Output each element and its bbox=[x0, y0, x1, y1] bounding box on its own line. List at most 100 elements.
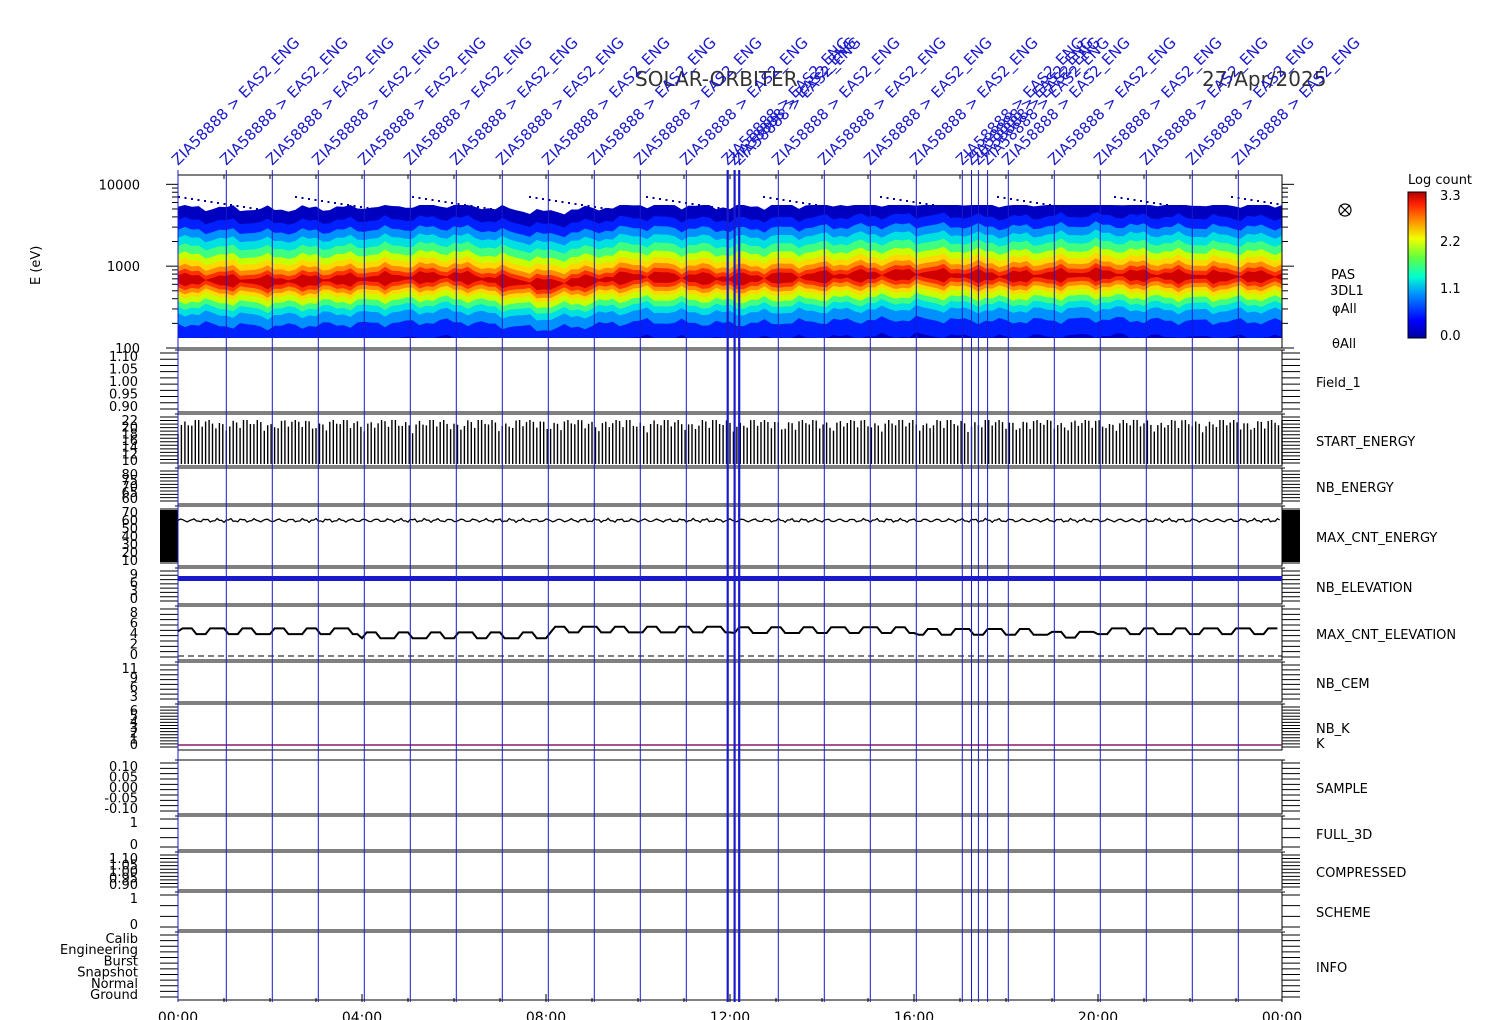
spectrogram-pixel bbox=[633, 212, 635, 214]
spectrogram-pixel bbox=[860, 211, 863, 213]
spectrogram-pixel bbox=[509, 211, 512, 213]
product-label: 3DL1 bbox=[1330, 284, 1364, 299]
colorbar-scale bbox=[1407, 191, 1427, 339]
spectrogram-pixel bbox=[477, 206, 479, 208]
spectrogram-pixel bbox=[1107, 213, 1110, 215]
y-tick-label: 2 bbox=[130, 638, 138, 653]
spectrogram-pixel bbox=[678, 201, 681, 203]
panel-label: Field_1 bbox=[1316, 376, 1361, 391]
spectrogram-pixel bbox=[243, 206, 245, 208]
spectrogram-pixel bbox=[964, 209, 967, 211]
spectrogram-pixel bbox=[1114, 196, 1116, 198]
y-tick-label: Calib bbox=[105, 932, 138, 947]
spectrogram-pixel bbox=[938, 205, 941, 207]
y-tick-label: -0.05 bbox=[104, 792, 138, 807]
spectrogram-pixel bbox=[919, 202, 921, 204]
spectrogram-pixel bbox=[717, 207, 720, 209]
spectrogram-pixel bbox=[1250, 199, 1253, 201]
y-tick-label: 20 bbox=[121, 546, 138, 561]
spectrogram-pixel bbox=[373, 208, 375, 210]
spectrogram-pixel bbox=[1153, 202, 1155, 204]
panel-label: SAMPLE bbox=[1316, 782, 1368, 797]
spectrogram-pixel bbox=[444, 201, 447, 203]
spectrogram-pixel bbox=[899, 199, 902, 201]
panel-full-3d: 1 0 FULL_3D bbox=[130, 815, 1372, 853]
panel-info: CalibEngineeringBurstSnapshotNormalGroun… bbox=[60, 931, 1347, 1003]
spectrogram-pixel bbox=[327, 201, 330, 203]
y-tick-label: 3 bbox=[130, 584, 138, 599]
spectrogram-band bbox=[178, 267, 1282, 291]
x-tick-label: 20:00 bbox=[1078, 1010, 1118, 1020]
spectrogram-pixel bbox=[1276, 203, 1279, 205]
spectrogram-pixel bbox=[256, 208, 258, 210]
panel-frame bbox=[177, 661, 1283, 703]
y-tick-label: 6 bbox=[130, 617, 138, 632]
spectrogram-pixel bbox=[561, 201, 564, 203]
colorbar-tick: 1.1 bbox=[1440, 282, 1461, 297]
colorbar-tick: 0.0 bbox=[1440, 329, 1461, 344]
spectrogram-pixel bbox=[958, 208, 960, 210]
y-tick-label: 11 bbox=[121, 662, 138, 677]
spectrogram-pixel bbox=[1055, 205, 1058, 207]
spectrogram-pixel bbox=[275, 211, 278, 213]
spectrogram-pixel bbox=[1270, 202, 1272, 204]
spectrogram-pixel bbox=[555, 200, 557, 202]
plot-title: SOLAR-ORBITER bbox=[635, 67, 798, 91]
spectrogram-pixel bbox=[425, 198, 427, 200]
spectrogram-pixel bbox=[412, 196, 414, 198]
spectrogram-pixel bbox=[769, 197, 772, 199]
spectrogram-pixel bbox=[360, 206, 362, 208]
spectrogram-pixel bbox=[990, 213, 993, 215]
spectrogram-pixel bbox=[1244, 198, 1246, 200]
y-tick-label: 4 bbox=[130, 627, 138, 642]
y-tick-label: 80 bbox=[121, 468, 138, 483]
spectrogram-pixel bbox=[711, 206, 713, 208]
panel-frame bbox=[177, 567, 1283, 605]
spectrogram-pixel bbox=[620, 210, 622, 212]
spectrogram-pixel bbox=[847, 209, 850, 211]
y-tick-label: 0 bbox=[130, 738, 138, 753]
panel-k: K bbox=[1316, 737, 1325, 752]
spectrogram-pixel bbox=[1198, 209, 1201, 211]
y-tick-label: 1000 bbox=[107, 260, 140, 275]
parameter-panels: 1.101.051.000.950.90Field_12220181614121… bbox=[60, 349, 1456, 1003]
x-tick-label: 16:00 bbox=[894, 1010, 934, 1020]
panel-label: START_ENERGY bbox=[1316, 435, 1415, 450]
spectrogram-pixel bbox=[594, 206, 596, 208]
y-tick-label: 60 bbox=[121, 492, 138, 507]
panel-label: NB_CEM bbox=[1316, 677, 1370, 692]
y-tick-label: 0.95 bbox=[109, 872, 138, 887]
spectrogram-pixel bbox=[873, 213, 876, 215]
panel-frame bbox=[177, 505, 1283, 567]
spectrogram-pixel bbox=[750, 212, 752, 214]
spectrogram-pixel bbox=[503, 210, 505, 212]
spectrogram-pixel bbox=[834, 207, 837, 209]
spectrogram-pixel bbox=[1140, 200, 1142, 202]
spectrogram-pixel bbox=[1049, 204, 1051, 206]
spectrogram-pixel bbox=[288, 213, 291, 215]
spectrogram-panel: 10000 1000 100 bbox=[99, 174, 1294, 357]
instrument-label: PAS bbox=[1331, 268, 1355, 283]
spectrogram-pixel bbox=[347, 204, 349, 206]
y-tick-label: 0.90 bbox=[109, 400, 138, 415]
spectrogram-pixel bbox=[581, 204, 583, 206]
panel-frame bbox=[177, 703, 1283, 751]
spectrogram-pixel bbox=[308, 198, 310, 200]
spectrogram-pixel bbox=[945, 206, 947, 208]
y-tick-label: 0 bbox=[130, 592, 138, 607]
spectrogram-pixel bbox=[1263, 201, 1266, 203]
spectrogram-pixel bbox=[1088, 210, 1090, 212]
y-tick-label: 14 bbox=[121, 441, 138, 456]
y-tick-label: 6 bbox=[130, 681, 138, 696]
spectrogram-pixel bbox=[392, 211, 395, 213]
panel-label: SCHEME bbox=[1316, 906, 1371, 921]
y-tick-label: 50 bbox=[121, 522, 138, 537]
spectrogram-pixel bbox=[815, 204, 817, 206]
y-tick-label: -0.10 bbox=[104, 802, 138, 817]
panel-frame bbox=[177, 759, 1283, 815]
spectrogram-pixel bbox=[405, 213, 408, 215]
panel-frame bbox=[177, 815, 1283, 851]
event-marker-label: ZIA58888 > EAS2_ENG bbox=[978, 33, 1114, 169]
max-cnt-energy-left-block bbox=[160, 510, 178, 562]
